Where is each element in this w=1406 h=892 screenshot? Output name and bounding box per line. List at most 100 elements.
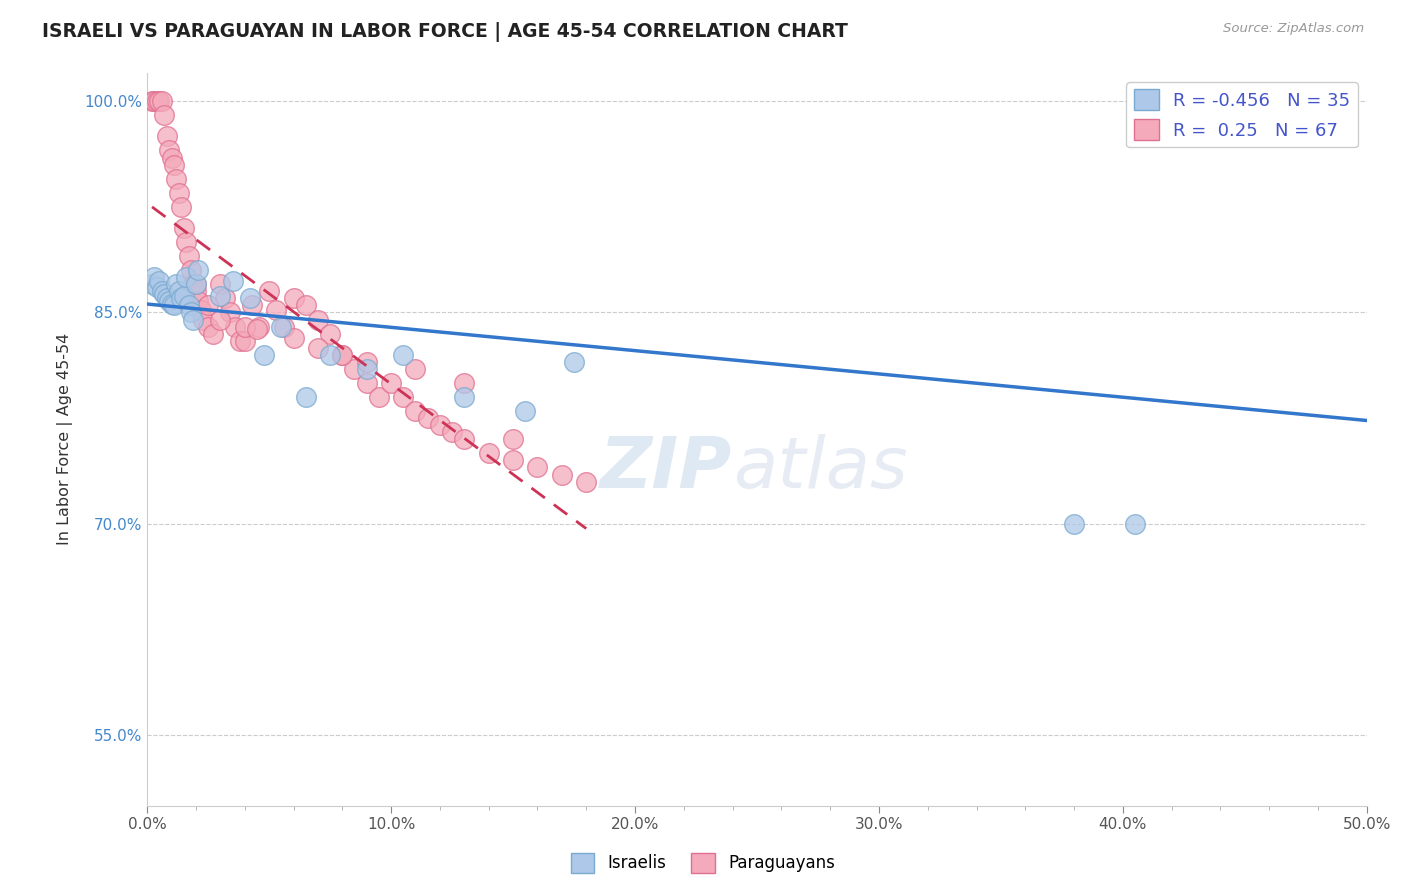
Point (174, 270, 197, 285)
Point (246, 322, 269, 336)
Point (273, 319, 295, 334)
Y-axis label: In Labor Force | Age 45-54: In Labor Force | Age 45-54 (58, 334, 73, 545)
Point (187, 263, 209, 277)
Point (240, 298, 263, 312)
Point (190, 302, 212, 317)
Point (174, 235, 197, 249)
Point (141, 94, 163, 108)
Point (150, 94, 173, 108)
Point (157, 294, 180, 309)
Point (148, 94, 170, 108)
Point (214, 292, 236, 306)
Point (307, 341, 329, 355)
Point (160, 297, 183, 311)
Point (405, 362, 427, 376)
Point (502, 453, 524, 467)
Point (141, 277, 163, 292)
Text: Source: ZipAtlas.com: Source: ZipAtlas.com (1223, 22, 1364, 36)
Point (167, 186, 190, 200)
Point (356, 376, 378, 390)
Point (380, 376, 402, 390)
Point (1209, 94, 1232, 108)
Point (180, 263, 202, 277)
Point (165, 171, 187, 186)
Point (183, 312, 205, 326)
Point (197, 319, 219, 334)
Point (515, 404, 537, 418)
Point (221, 275, 243, 289)
Point (283, 331, 305, 345)
Point (170, 200, 193, 214)
Text: atlas: atlas (733, 434, 907, 503)
Point (153, 287, 176, 301)
Point (177, 249, 200, 263)
Point (167, 285, 190, 299)
Point (330, 348, 353, 362)
Text: ISRAELI VS PARAGUAYAN IN LABOR FORCE | AGE 45-54 CORRELATION CHART: ISRAELI VS PARAGUAYAN IN LABOR FORCE | A… (42, 22, 848, 42)
Point (257, 285, 280, 299)
Point (160, 151, 183, 165)
Point (294, 298, 316, 312)
Point (193, 312, 215, 326)
Point (157, 144, 180, 158)
Point (405, 404, 427, 418)
Point (197, 298, 219, 312)
Point (209, 277, 232, 292)
Point (356, 355, 378, 369)
Point (526, 460, 548, 475)
Point (307, 312, 329, 326)
Point (429, 418, 451, 433)
Point (143, 270, 166, 285)
Point (163, 298, 186, 312)
Point (146, 94, 169, 108)
Point (270, 319, 292, 334)
Point (502, 432, 524, 446)
Point (319, 326, 342, 341)
Point (148, 275, 170, 289)
Point (180, 305, 202, 319)
Point (294, 390, 316, 404)
Point (253, 348, 276, 362)
Point (229, 334, 252, 348)
Point (551, 467, 574, 482)
Point (1123, 516, 1146, 531)
Point (173, 288, 195, 302)
Point (209, 288, 232, 302)
Point (319, 348, 342, 362)
Point (453, 390, 475, 404)
Point (187, 294, 209, 309)
Text: ZIP: ZIP (600, 434, 733, 503)
Point (392, 390, 415, 404)
Point (165, 277, 187, 292)
Point (224, 319, 246, 334)
Point (343, 362, 366, 376)
Point (170, 292, 193, 306)
Point (146, 280, 169, 294)
Point (233, 334, 256, 348)
Point (184, 277, 207, 292)
Point (173, 221, 195, 235)
Point (575, 475, 598, 489)
Point (184, 277, 207, 292)
Point (239, 292, 262, 306)
Point (177, 298, 200, 312)
Point (266, 302, 288, 317)
Legend: R = -0.456   N = 35, R =  0.25   N = 67: R = -0.456 N = 35, R = 0.25 N = 67 (1126, 82, 1358, 147)
Point (356, 362, 378, 376)
Point (233, 319, 256, 334)
Point (1063, 516, 1085, 531)
Point (156, 292, 179, 306)
Point (163, 157, 186, 171)
Point (283, 292, 305, 306)
Point (184, 285, 207, 299)
Point (392, 348, 415, 362)
Point (150, 285, 173, 299)
Point (453, 432, 475, 446)
Point (209, 312, 232, 326)
Point (416, 411, 439, 425)
Point (153, 108, 176, 122)
Point (183, 277, 205, 292)
Point (219, 305, 242, 319)
Point (367, 390, 389, 404)
Point (478, 446, 501, 460)
